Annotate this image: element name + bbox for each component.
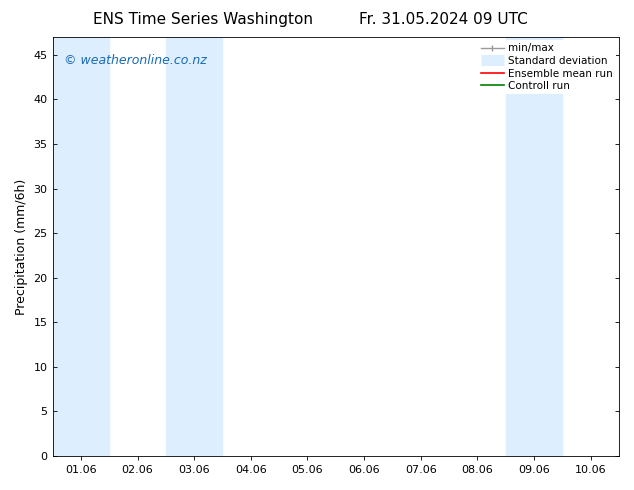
Legend: min/max, Standard deviation, Ensemble mean run, Controll run: min/max, Standard deviation, Ensemble me… bbox=[478, 40, 616, 94]
Bar bbox=[506, 37, 562, 456]
Y-axis label: Precipitation (mm/6h): Precipitation (mm/6h) bbox=[15, 178, 28, 315]
Bar bbox=[166, 37, 223, 456]
Text: ENS Time Series Washington: ENS Time Series Washington bbox=[93, 12, 313, 27]
Bar bbox=[619, 37, 634, 456]
Bar bbox=[53, 37, 109, 456]
Text: © weatheronline.co.nz: © weatheronline.co.nz bbox=[64, 54, 207, 67]
Text: Fr. 31.05.2024 09 UTC: Fr. 31.05.2024 09 UTC bbox=[359, 12, 528, 27]
